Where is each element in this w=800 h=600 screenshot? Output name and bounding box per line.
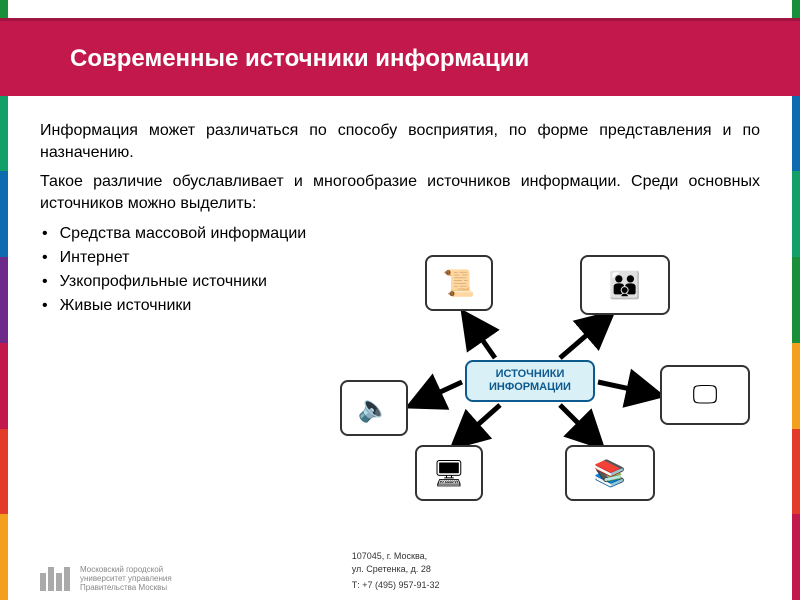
logo-block: Московский городской университет управле… bbox=[40, 565, 172, 592]
page-title: Современные источники информации bbox=[70, 45, 529, 73]
family-icon: 👪 bbox=[609, 270, 641, 301]
color-segment bbox=[0, 514, 8, 600]
computer-icon: 🖥 bbox=[432, 458, 465, 489]
logo-icon bbox=[40, 567, 70, 591]
paragraph-1: Информация может различаться по способу … bbox=[40, 120, 760, 165]
color-segment bbox=[792, 343, 800, 429]
color-segment bbox=[0, 343, 8, 429]
org-name: Московский городской университет управле… bbox=[80, 565, 172, 592]
footer: Московский городской университет управле… bbox=[40, 550, 760, 592]
diagram-node-family: 👪 bbox=[580, 255, 670, 315]
color-segment bbox=[792, 514, 800, 600]
diagram-node-books: 📚 bbox=[565, 445, 655, 501]
color-segment bbox=[0, 429, 8, 515]
color-segment bbox=[792, 86, 800, 172]
diagram-node-computer: 🖥 bbox=[415, 445, 483, 501]
diagram-node-monitor: 🖵 bbox=[660, 365, 750, 425]
books-icon: 📚 bbox=[594, 458, 626, 489]
diagram-center-label: ИСТОЧНИКИ ИНФОРМАЦИИ bbox=[467, 368, 593, 394]
scroll-icon: 📜 bbox=[443, 268, 475, 299]
color-segment bbox=[0, 171, 8, 257]
monitor-icon: 🖵 bbox=[692, 379, 717, 411]
color-segment bbox=[0, 257, 8, 343]
color-segment bbox=[0, 86, 8, 172]
color-segment bbox=[792, 257, 800, 343]
diagram-node-speaker: 🔈 bbox=[340, 380, 408, 436]
footer-address: 107045, г. Москва, ул. Сретенка, д. 28 Т… bbox=[352, 550, 440, 592]
color-segment bbox=[792, 171, 800, 257]
diagram-center: ИСТОЧНИКИ ИНФОРМАЦИИ bbox=[465, 360, 595, 402]
header-band: Современные источники информации bbox=[0, 18, 800, 96]
color-segment bbox=[792, 429, 800, 515]
paragraph-2: Такое различие обуславливает и многообра… bbox=[40, 171, 760, 216]
sources-diagram: ИСТОЧНИКИ ИНФОРМАЦИИ 📜 👪 🔈 🖵 🖥 📚 bbox=[320, 250, 760, 500]
diagram-node-scroll: 📜 bbox=[425, 255, 493, 311]
speaker-icon: 🔈 bbox=[358, 393, 390, 424]
bullet-item: Средства массовой информации bbox=[42, 222, 760, 246]
